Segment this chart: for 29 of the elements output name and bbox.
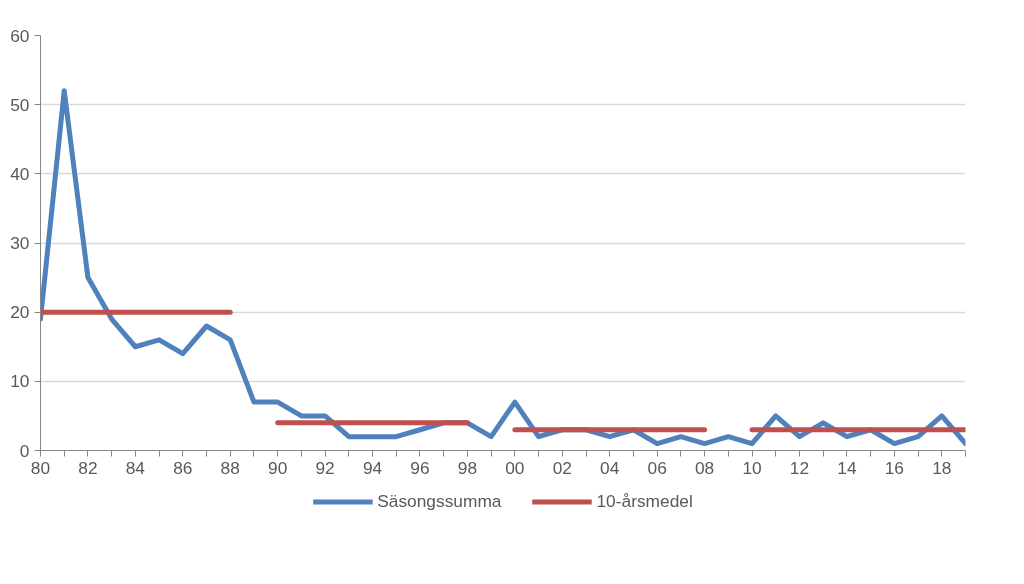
y-tick-label: 20 xyxy=(10,302,30,323)
y-tick-label: 0 xyxy=(19,440,30,461)
y-tick-label: 60 xyxy=(10,25,30,46)
x-tick-label: 96 xyxy=(410,457,430,478)
x-tick-label: 86 xyxy=(173,457,193,478)
legend-label: 10-årsmedel xyxy=(596,490,693,512)
x-tick-label: 98 xyxy=(457,457,478,478)
x-tick-label: 04 xyxy=(600,457,620,478)
x-tick-label: 12 xyxy=(789,457,810,478)
x-tick-label: 18 xyxy=(932,457,952,478)
x-tick-label: 08 xyxy=(694,457,715,478)
x-tick-label: 00 xyxy=(505,457,525,478)
x-tick-label: 90 xyxy=(268,457,288,478)
y-tick-label: 40 xyxy=(10,163,30,184)
x-tick-label: 16 xyxy=(884,457,904,478)
x-tick-label: 14 xyxy=(837,457,857,478)
x-tick-label: 88 xyxy=(220,457,240,478)
y-tick-label: 50 xyxy=(10,94,30,115)
x-tick-label: 80 xyxy=(30,457,51,478)
x-tick-label: 94 xyxy=(362,457,383,478)
legend-label: Säsongssumma xyxy=(377,490,502,512)
x-tick-label: 82 xyxy=(78,457,98,478)
x-tick-label: 84 xyxy=(125,457,146,478)
x-tick-label: 06 xyxy=(647,457,667,478)
x-tick-label: 10 xyxy=(742,457,762,478)
y-tick-label: 30 xyxy=(10,233,30,253)
x-tick-label: 02 xyxy=(552,457,572,478)
x-tick-label: 92 xyxy=(315,457,335,478)
y-tick-label: 10 xyxy=(10,371,30,392)
